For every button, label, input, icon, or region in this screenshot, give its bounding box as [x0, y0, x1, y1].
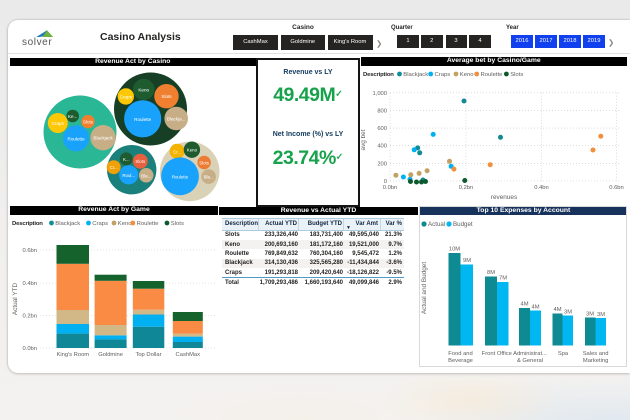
svg-text:0: 0	[384, 179, 387, 185]
svg-text:Goldmine: Goldmine	[98, 352, 123, 358]
svg-text:Sales and: Sales and	[583, 351, 609, 357]
svg-text:Slots: Slots	[171, 221, 184, 227]
svg-text:Description: Description	[12, 221, 43, 227]
svg-text:Slots: Slots	[161, 94, 172, 99]
svg-text:Blackjack: Blackjack	[55, 221, 80, 227]
svg-text:0.4bn: 0.4bn	[534, 185, 549, 191]
svg-text:0.4bn: 0.4bn	[22, 281, 37, 287]
svg-text:Keno: Keno	[187, 148, 198, 153]
svg-text:Budget: Budget	[453, 221, 473, 228]
svg-text:Slots: Slots	[199, 161, 210, 166]
svg-text:Actual: Actual	[428, 221, 445, 228]
svg-text:Marketing: Marketing	[583, 358, 608, 364]
svg-text:7M: 7M	[499, 276, 507, 282]
svg-text:Description: Description	[363, 72, 394, 78]
svg-text:Bla...: Bla...	[204, 175, 214, 180]
svg-text:Blackjack: Blackjack	[93, 136, 113, 141]
svg-text:4M: 4M	[531, 305, 539, 311]
svg-text:Beverage: Beverage	[448, 358, 473, 364]
svg-text:Roulette: Roulette	[68, 136, 86, 141]
svg-text:Actual YTD: Actual YTD	[12, 283, 19, 316]
svg-text:Craps: Craps	[52, 121, 65, 126]
svg-text:400: 400	[377, 144, 387, 150]
svg-text:Food and: Food and	[448, 351, 473, 357]
svg-text:Slots: Slots	[510, 72, 523, 78]
svg-text:4M: 4M	[553, 307, 561, 313]
svg-text:0.6bn: 0.6bn	[609, 185, 624, 191]
svg-text:0.2bn: 0.2bn	[22, 314, 37, 320]
svg-text:Roulette: Roulette	[481, 72, 504, 78]
svg-text:3M: 3M	[597, 312, 605, 318]
svg-text:Keno: Keno	[460, 72, 474, 78]
svg-text:Cr...: Cr...	[173, 149, 181, 154]
svg-text:Craps: Craps	[435, 72, 451, 78]
svg-text:Keno: Keno	[118, 221, 132, 227]
svg-text:0.2bn: 0.2bn	[459, 185, 474, 191]
svg-text:Actual and Budget: Actual and Budget	[421, 262, 428, 314]
svg-text:3M: 3M	[564, 310, 572, 316]
svg-text:9M: 9M	[463, 258, 471, 264]
svg-text:K...: K...	[123, 157, 130, 162]
svg-text:King's Room: King's Room	[56, 352, 89, 358]
svg-text:600: 600	[377, 126, 387, 132]
svg-text:3M: 3M	[586, 312, 594, 318]
svg-text:CashMax: CashMax	[176, 352, 201, 358]
svg-text:Slots: Slots	[135, 159, 146, 164]
svg-text:Roulette: Roulette	[172, 174, 189, 179]
svg-text:Administrat...: Administrat...	[513, 351, 547, 357]
svg-text:Roul...: Roul...	[122, 173, 135, 178]
svg-text:0.6bn: 0.6bn	[22, 248, 37, 254]
svg-text:avg bet: avg bet	[361, 129, 367, 150]
svg-text:8M: 8M	[487, 270, 495, 276]
svg-text:& General: & General	[517, 358, 543, 364]
svg-text:revenues: revenues	[491, 194, 517, 201]
svg-text:Cr...: Cr...	[110, 165, 118, 170]
svg-text:0.0bn: 0.0bn	[383, 185, 398, 191]
svg-text:1,000: 1,000	[372, 91, 387, 97]
svg-text:800: 800	[377, 108, 387, 114]
svg-text:Roulette: Roulette	[137, 221, 160, 227]
svg-text:0.0bn: 0.0bn	[22, 346, 37, 352]
svg-text:Spa: Spa	[558, 351, 569, 357]
svg-text:10M: 10M	[449, 247, 460, 253]
svg-text:Blackjack: Blackjack	[403, 72, 428, 78]
svg-text:4M: 4M	[520, 302, 528, 308]
svg-text:Craps: Craps	[92, 221, 108, 227]
svg-text:Front Office: Front Office	[482, 351, 512, 357]
svg-text:Roulette: Roulette	[134, 117, 152, 122]
svg-text:Blackja...: Blackja...	[167, 117, 186, 122]
svg-text:Ke...: Ke...	[68, 114, 77, 119]
svg-text:200: 200	[377, 161, 387, 167]
svg-text:Craps: Craps	[120, 94, 133, 99]
svg-text:Bla...: Bla...	[141, 173, 151, 178]
svg-text:Keno: Keno	[138, 87, 149, 92]
svg-text:Top Dollar: Top Dollar	[135, 352, 161, 358]
svg-text:Slots: Slots	[83, 120, 94, 125]
